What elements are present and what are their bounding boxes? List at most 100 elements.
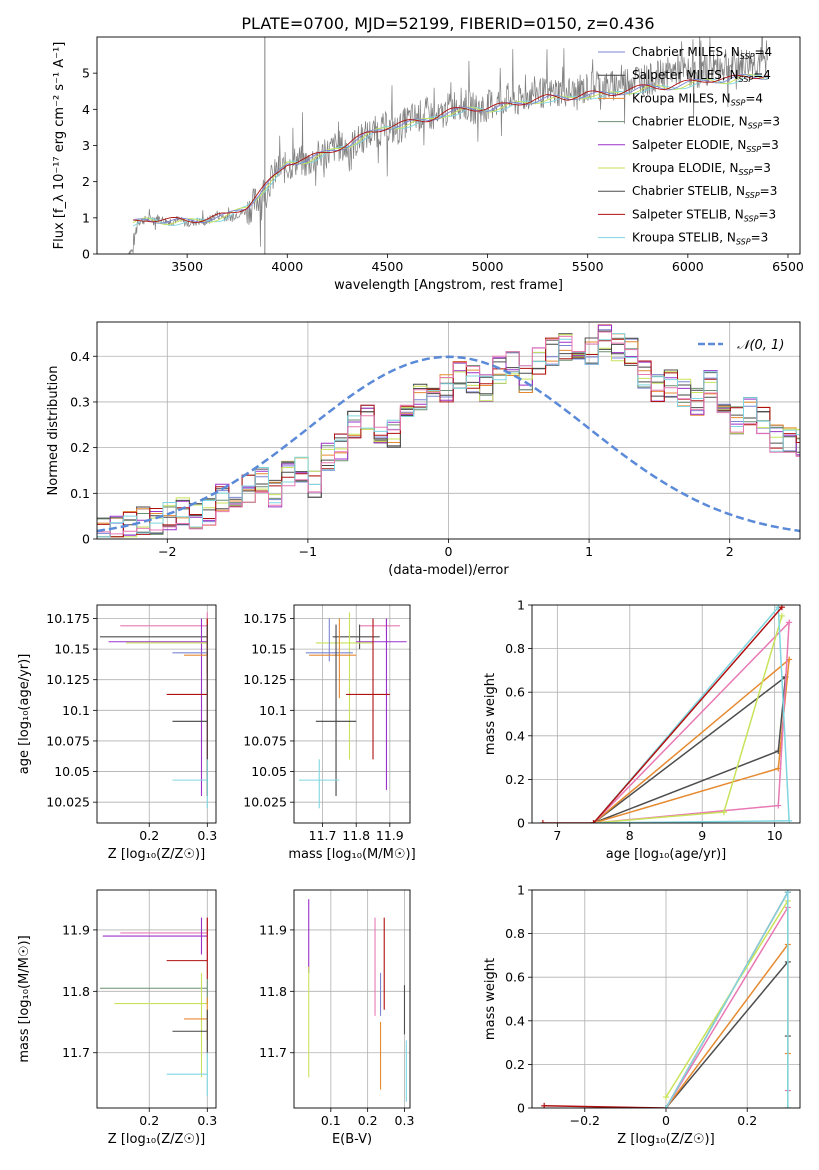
mass-weight-vs-Z-ytick-label: 0 bbox=[517, 1101, 525, 1116]
mass-vs-EBV-ytick-label: 11.9 bbox=[259, 922, 287, 937]
mass-vs-Z-ytick-label: 11.9 bbox=[62, 922, 90, 937]
age-vs-mass-ytick-label: 10.075 bbox=[243, 733, 287, 748]
spectrum-ytick-label: 1 bbox=[82, 210, 90, 225]
mass-vs-Z-xtick-label: 0.3 bbox=[197, 1113, 217, 1128]
mass-weight-vs-Z-plot-area bbox=[532, 890, 800, 1108]
mass-weight-vs-Z-series-line bbox=[665, 890, 789, 1108]
spectrum-xtick-label: 3500 bbox=[171, 259, 203, 274]
residual-histogram-step bbox=[97, 329, 800, 536]
age-vs-Z-ytick-label: 10.025 bbox=[46, 795, 90, 810]
age-vs-Z-ytick-label: 10.1 bbox=[62, 703, 90, 718]
mass-weight-vs-age-ytick-label: 0.6 bbox=[505, 685, 525, 700]
figure-title: PLATE=0700, MJD=52199, FIBERID=0150, z=0… bbox=[241, 14, 654, 33]
gaussian-curve bbox=[97, 355, 800, 533]
residuals-panel: −2 −1 0 1 2 0 0.1 0.2 0.3 0.4 (data-model)/error No… bbox=[46, 321, 801, 578]
mass-vs-EBV-panel: 0.1 0.2 0.3 11.7 11.8 11.9 E(B-V) bbox=[259, 889, 414, 1147]
mass-weight-vs-Z-ytick-label: 0.6 bbox=[505, 970, 525, 985]
age-vs-mass-xtick-label: 11.9 bbox=[376, 828, 404, 843]
age-vs-mass-plot-area bbox=[294, 605, 410, 823]
mass-weight-vs-Z-ylabel: mass weight bbox=[483, 958, 498, 1040]
residuals-frame bbox=[96, 321, 801, 540]
mass-weight-vs-Z-series-line bbox=[665, 959, 789, 1108]
spectrum-panel: 3500 4000 4500 5000 5500 6000 6500 0 1 2 3 4 5 wavele… bbox=[52, 36, 804, 293]
residuals-ytick-label: 0.2 bbox=[70, 440, 90, 455]
age-vs-Z-frame bbox=[96, 604, 217, 824]
mass-vs-EBV-frame bbox=[293, 889, 411, 1109]
spectrum-legend-label: Kroupa ELODIE, NSSP=3 bbox=[632, 161, 771, 177]
mass-weight-vs-age-series-line bbox=[542, 606, 783, 823]
spectrum-plot-area bbox=[127, 37, 768, 254]
age-vs-mass-ytick-label: 10.175 bbox=[243, 611, 287, 626]
mass-weight-vs-age-ytick-label: 0.2 bbox=[505, 772, 525, 787]
age-vs-mass-panel: 11.7 11.8 11.9 10.025 10.05 10.075 10.1 10.125 1… bbox=[243, 604, 416, 862]
mass-weight-vs-age-xtick-label: 7 bbox=[553, 828, 561, 843]
spectrum-ytick-label: 5 bbox=[82, 66, 90, 81]
residuals-xtick-label: 2 bbox=[726, 544, 734, 559]
spectrum-xtick-label: 5500 bbox=[572, 259, 604, 274]
mass-weight-vs-Z-xtick-label: 0.2 bbox=[737, 1113, 757, 1128]
mass-vs-Z-plot-area bbox=[97, 890, 216, 1108]
residuals-legend-label: 𝒩(0, 1) bbox=[737, 338, 784, 353]
residuals-xtick-label: 1 bbox=[585, 544, 593, 559]
age-vs-Z-xtick-label: 0.2 bbox=[139, 828, 159, 843]
mass-vs-Z-xtick-label: 0.2 bbox=[139, 1113, 159, 1128]
spectrum-frame bbox=[96, 36, 801, 255]
mass-weight-vs-age-ytick-label: 0 bbox=[517, 816, 525, 831]
spectrum-xtick-label: 6000 bbox=[672, 259, 704, 274]
mass-weight-vs-age-ytick-label: 1 bbox=[517, 598, 525, 613]
spectrum-ytick-label: 4 bbox=[82, 102, 90, 117]
mass-weight-vs-Z-xtick-label: 0 bbox=[662, 1113, 670, 1128]
mass-weight-vs-age-series-line bbox=[593, 620, 790, 823]
mass-weight-vs-age-series-line bbox=[593, 615, 783, 823]
spectrum-xtick-label: 4500 bbox=[372, 259, 404, 274]
residuals-plot-area bbox=[97, 322, 800, 539]
mass-weight-vs-age-xtick-label: 8 bbox=[626, 828, 634, 843]
residual-histogram-step bbox=[97, 334, 800, 538]
residual-histogram-step bbox=[97, 337, 800, 538]
spectrum-legend-label: Salpeter MILES, NSSP=4 bbox=[632, 68, 771, 84]
mass-weight-vs-age-xtick-label: 10 bbox=[767, 828, 783, 843]
mass-weight-vs-Z-ytick-label: 0.4 bbox=[505, 1013, 525, 1028]
age-vs-mass-xtick-label: 11.7 bbox=[309, 828, 337, 843]
mass-weight-vs-age-xtick-label: 9 bbox=[698, 828, 706, 843]
mass-vs-Z-ytick-label: 11.7 bbox=[62, 1045, 90, 1060]
chart-layer: 3500 4000 4500 5000 5500 6000 6500 0 1 2 3 4 5 wavele… bbox=[17, 36, 804, 1147]
mass-vs-Z-frame bbox=[96, 889, 217, 1109]
age-vs-mass-ytick-label: 10.125 bbox=[243, 672, 287, 687]
residual-histogram-step bbox=[97, 331, 800, 535]
age-vs-mass-frame bbox=[293, 604, 411, 824]
mass-vs-EBV-ytick-label: 11.7 bbox=[259, 1045, 287, 1060]
spectrum-model-line bbox=[133, 74, 768, 223]
age-vs-Z-ytick-label: 10.125 bbox=[46, 672, 90, 687]
mass-vs-EBV-xtick-label: 0.1 bbox=[321, 1113, 341, 1128]
mass-weight-vs-Z-frame bbox=[531, 889, 801, 1109]
spectrum-legend-label: Kroupa STELIB, NSSP=3 bbox=[632, 231, 768, 247]
mass-weight-vs-age-ytick-label: 0.8 bbox=[505, 641, 525, 656]
mass-weight-vs-Z-xlabel: Z [log₁₀(Z/Z☉)] bbox=[617, 1132, 714, 1147]
spectrum-model-line bbox=[132, 74, 768, 227]
age-vs-mass-ytick-label: 10.15 bbox=[251, 642, 287, 657]
spectrum-legend-label: Kroupa MILES, NSSP=4 bbox=[632, 91, 763, 107]
age-vs-mass-ytick-label: 10.05 bbox=[251, 764, 287, 779]
age-vs-Z-ytick-label: 10.175 bbox=[46, 611, 90, 626]
spectrum-legend-label: Chabrier STELIB, NSSP=3 bbox=[632, 184, 777, 200]
mass-vs-EBV-plot-area bbox=[294, 890, 410, 1108]
residual-histogram-step bbox=[97, 333, 800, 538]
spectrum-legend-label: Chabrier MILES, NSSP=4 bbox=[632, 45, 772, 61]
spectrum-xtick-label: 6500 bbox=[772, 259, 804, 274]
spectrum-legend-label: Chabrier ELODIE, NSSP=3 bbox=[632, 115, 780, 131]
age-vs-Z-xlabel: Z [log₁₀(Z/Z☉)] bbox=[108, 847, 205, 862]
spectrum-xlabel: wavelength [Angstrom, rest frame] bbox=[334, 278, 563, 293]
mass-vs-Z-xlabel: Z [log₁₀(Z/Z☉)] bbox=[108, 1132, 205, 1147]
age-vs-Z-ytick-label: 10.05 bbox=[54, 764, 90, 779]
residual-histogram-step bbox=[97, 324, 800, 529]
residuals-ytick-label: 0.4 bbox=[70, 349, 90, 364]
mass-weight-vs-Z-ytick-label: 0.8 bbox=[505, 926, 525, 941]
mass-vs-EBV-xtick-label: 0.2 bbox=[358, 1113, 378, 1128]
mass-weight-vs-age-series-line bbox=[593, 657, 791, 823]
mass-weight-vs-Z-series-line bbox=[665, 904, 789, 1108]
spectrum-xtick-label: 4000 bbox=[271, 259, 303, 274]
age-vs-Z-panel: 0.2 0.3 10.025 10.05 10.075 10.1 10.125 10.15 10… bbox=[17, 604, 217, 862]
mass-weight-vs-Z-ytick-label: 0.2 bbox=[505, 1057, 525, 1072]
